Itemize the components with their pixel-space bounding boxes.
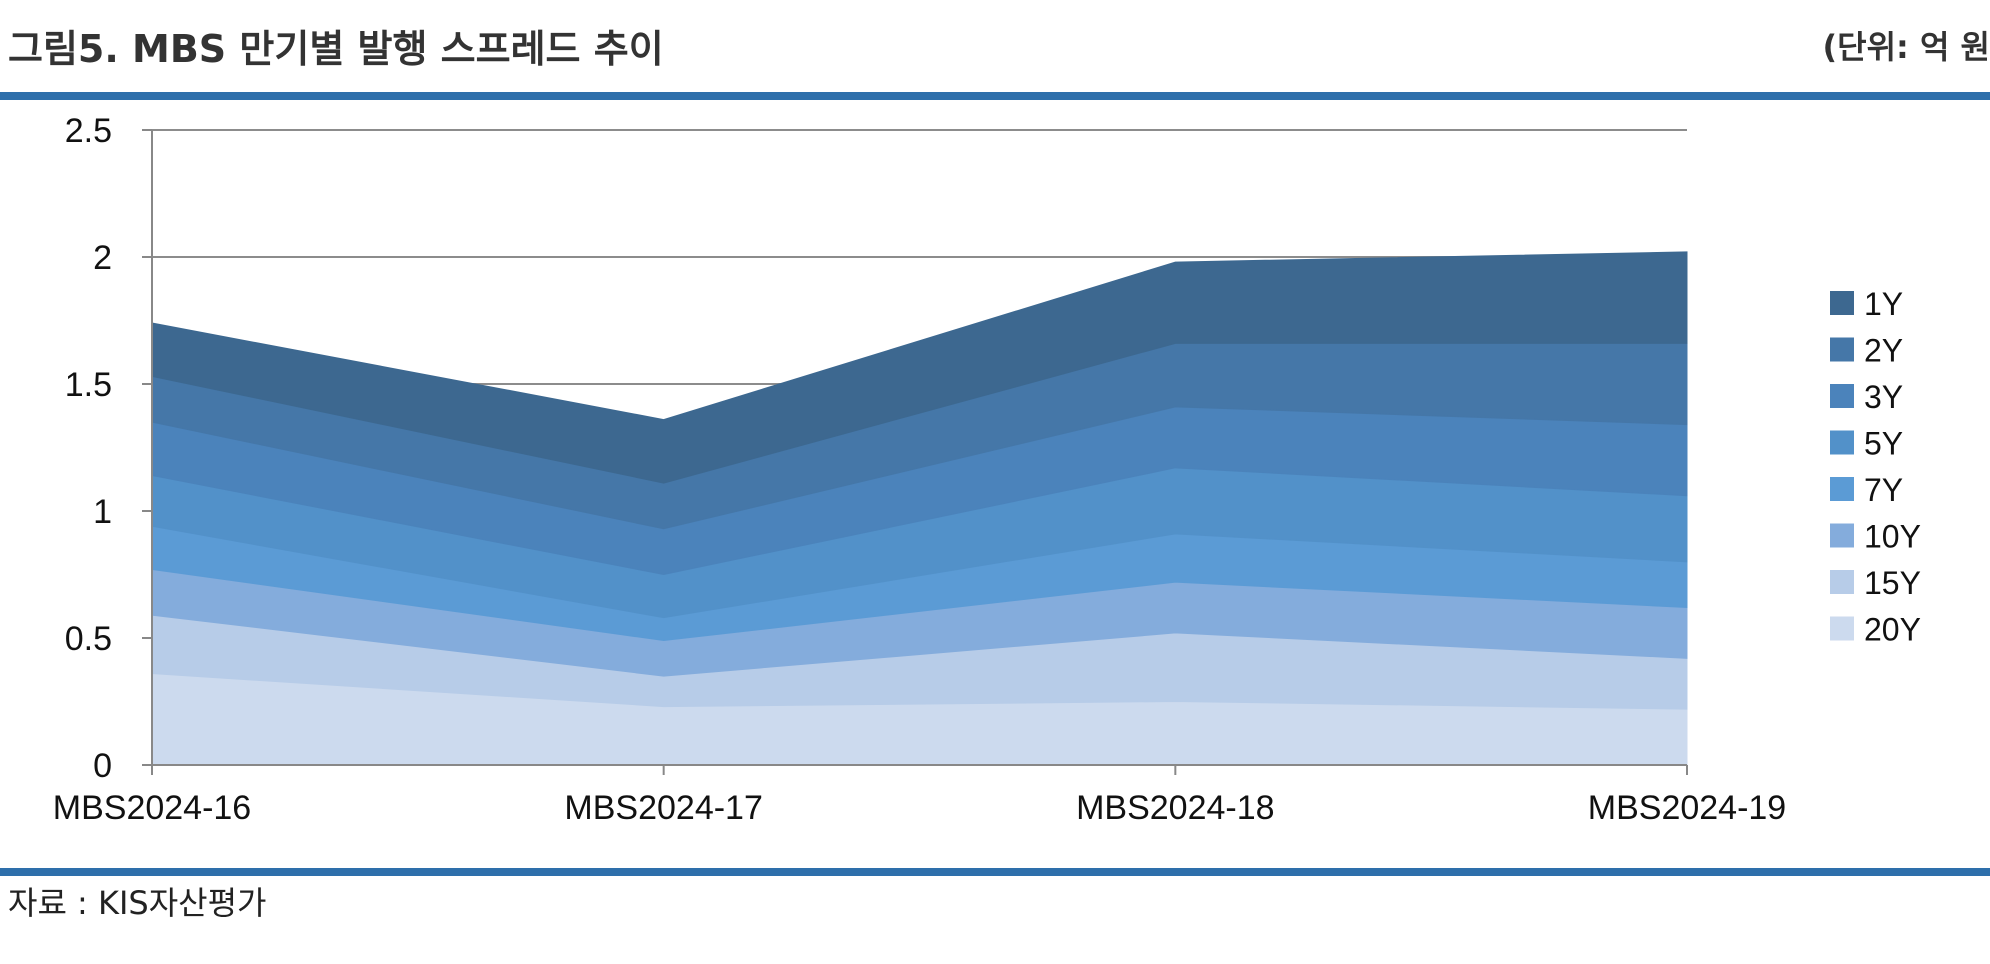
x-tick-label: MBS2024-16 [53, 789, 251, 827]
legend-label-1Y: 1Y [1864, 286, 1903, 322]
y-tick-label: 2 [93, 239, 112, 277]
y-tick-label: 0 [93, 747, 112, 785]
legend-swatch-10Y [1830, 523, 1854, 548]
legend-swatch-3Y [1830, 384, 1854, 408]
y-tick-label: 0.5 [65, 620, 112, 658]
legend-swatch-7Y [1830, 477, 1854, 501]
area-series [151, 251, 1688, 766]
stacked-area-chart: 0 0.5 1 1.5 2 2.5 MBS2024-16 MBS2024-17 MBS2024-… [53, 112, 1921, 827]
y-tick-label: 1 [93, 493, 112, 531]
bottom-rule [0, 868, 1990, 876]
legend-swatch-15Y [1830, 570, 1854, 594]
source-note: 자료 : KIS자산평가 [8, 884, 267, 922]
legend-label-20Y: 20Y [1864, 612, 1921, 648]
axes: 0 0.5 1 1.5 2 2.5 MBS2024-16 MBS2024-17 MBS2024-… [53, 112, 1786, 827]
chart-title: 그림5. MBS 만기별 발행 스프레드 추이 [8, 27, 664, 71]
x-tick-label: MBS2024-19 [1588, 789, 1786, 827]
legend-swatch-2Y [1830, 337, 1854, 362]
unit-label: (단위: 억 원 [1822, 28, 1990, 66]
x-tick-label: MBS2024-17 [564, 789, 762, 827]
x-tick-label: MBS2024-18 [1076, 789, 1274, 827]
legend-label-7Y: 7Y [1864, 472, 1903, 508]
legend-label-3Y: 3Y [1864, 379, 1903, 415]
legend-label-10Y: 10Y [1864, 519, 1921, 555]
legend-swatch-20Y [1830, 616, 1854, 641]
y-tick-label: 2.5 [65, 112, 112, 150]
legend-swatch-1Y [1830, 291, 1854, 315]
y-tick-label: 1.5 [65, 366, 112, 404]
area-series-1Y [151, 251, 1688, 484]
legend-label-2Y: 2Y [1864, 333, 1903, 369]
legend-swatch-5Y [1830, 430, 1854, 455]
legend-label-15Y: 15Y [1864, 565, 1921, 601]
top-rule [0, 92, 1990, 100]
legend-label-5Y: 5Y [1864, 426, 1903, 462]
legend: 1Y 2Y 3Y 5Y 7Y 10Y 15Y 20Y [1830, 286, 1921, 648]
